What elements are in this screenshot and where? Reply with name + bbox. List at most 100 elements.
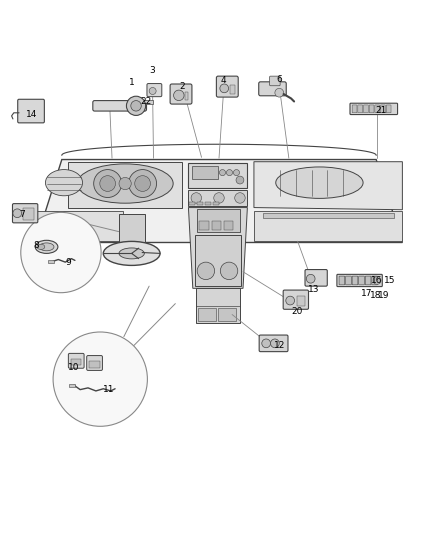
Text: 2: 2	[179, 82, 185, 91]
Bar	[23, 208, 34, 220]
Ellipse shape	[37, 244, 45, 249]
FancyBboxPatch shape	[216, 76, 238, 97]
Bar	[205, 202, 211, 205]
Bar	[119, 214, 145, 243]
Ellipse shape	[77, 164, 173, 203]
Circle shape	[129, 169, 156, 198]
Circle shape	[220, 84, 229, 93]
Text: 19: 19	[378, 291, 390, 300]
Circle shape	[214, 193, 224, 203]
Circle shape	[197, 262, 215, 280]
Circle shape	[236, 176, 244, 184]
Ellipse shape	[119, 248, 145, 259]
Text: 20: 20	[291, 306, 302, 316]
Circle shape	[173, 90, 184, 101]
FancyBboxPatch shape	[346, 276, 351, 285]
FancyBboxPatch shape	[197, 209, 240, 231]
Bar	[35, 211, 123, 241]
FancyBboxPatch shape	[188, 163, 247, 188]
Text: 10: 10	[68, 364, 80, 372]
Text: 18: 18	[370, 291, 381, 300]
FancyBboxPatch shape	[305, 270, 327, 286]
FancyBboxPatch shape	[337, 274, 382, 287]
Ellipse shape	[35, 240, 58, 253]
Ellipse shape	[276, 167, 363, 198]
Text: 9: 9	[66, 257, 71, 266]
FancyBboxPatch shape	[93, 101, 147, 111]
Circle shape	[271, 339, 279, 348]
Bar	[71, 359, 81, 365]
FancyBboxPatch shape	[365, 276, 371, 285]
FancyBboxPatch shape	[339, 276, 345, 285]
Circle shape	[262, 339, 271, 348]
FancyBboxPatch shape	[196, 288, 240, 323]
Bar	[189, 202, 195, 205]
Circle shape	[100, 176, 116, 191]
Circle shape	[226, 169, 233, 176]
Text: 15: 15	[385, 276, 396, 285]
FancyBboxPatch shape	[375, 105, 380, 113]
Bar	[89, 361, 100, 368]
Circle shape	[13, 209, 21, 217]
FancyBboxPatch shape	[12, 204, 38, 223]
FancyBboxPatch shape	[170, 84, 192, 104]
Text: 3: 3	[150, 66, 155, 75]
FancyBboxPatch shape	[369, 105, 374, 113]
Bar	[144, 100, 152, 104]
Text: 8: 8	[34, 241, 39, 250]
Bar	[213, 202, 219, 205]
Bar	[199, 221, 209, 230]
Circle shape	[275, 88, 284, 97]
FancyBboxPatch shape	[386, 105, 391, 113]
Circle shape	[306, 274, 315, 283]
Polygon shape	[188, 207, 247, 288]
Bar	[212, 221, 221, 230]
FancyBboxPatch shape	[358, 105, 363, 113]
Circle shape	[286, 296, 294, 305]
FancyBboxPatch shape	[195, 235, 241, 286]
FancyBboxPatch shape	[372, 276, 378, 285]
Text: 16: 16	[371, 276, 383, 285]
Bar	[254, 211, 403, 241]
Circle shape	[233, 169, 240, 176]
Bar	[230, 85, 235, 94]
FancyBboxPatch shape	[259, 335, 288, 352]
Circle shape	[219, 169, 226, 176]
Bar	[197, 202, 203, 205]
Bar	[69, 384, 75, 387]
Ellipse shape	[39, 243, 54, 251]
Ellipse shape	[103, 241, 160, 265]
FancyBboxPatch shape	[352, 276, 358, 285]
Bar	[218, 308, 237, 321]
FancyBboxPatch shape	[259, 82, 286, 96]
Polygon shape	[254, 161, 403, 210]
Text: 12: 12	[274, 342, 285, 351]
Circle shape	[191, 193, 201, 203]
Circle shape	[94, 169, 122, 198]
Text: 13: 13	[308, 285, 320, 294]
Circle shape	[220, 262, 238, 280]
FancyBboxPatch shape	[381, 105, 385, 113]
FancyBboxPatch shape	[350, 103, 398, 115]
Text: 4: 4	[221, 76, 226, 85]
Circle shape	[53, 332, 148, 426]
Bar	[185, 92, 188, 100]
FancyBboxPatch shape	[352, 105, 357, 113]
Text: 17: 17	[361, 289, 372, 298]
Circle shape	[119, 177, 131, 190]
FancyBboxPatch shape	[147, 84, 162, 96]
Text: 22: 22	[140, 97, 151, 106]
FancyBboxPatch shape	[192, 166, 218, 179]
FancyBboxPatch shape	[270, 76, 280, 86]
Bar	[48, 260, 54, 263]
Polygon shape	[35, 159, 403, 243]
FancyBboxPatch shape	[188, 190, 247, 206]
Text: 7: 7	[19, 211, 25, 220]
Bar	[224, 221, 233, 230]
FancyBboxPatch shape	[68, 353, 84, 368]
Text: 21: 21	[376, 106, 387, 115]
Bar	[263, 213, 394, 219]
FancyBboxPatch shape	[359, 276, 364, 285]
Text: 6: 6	[276, 75, 282, 84]
Circle shape	[373, 277, 381, 285]
